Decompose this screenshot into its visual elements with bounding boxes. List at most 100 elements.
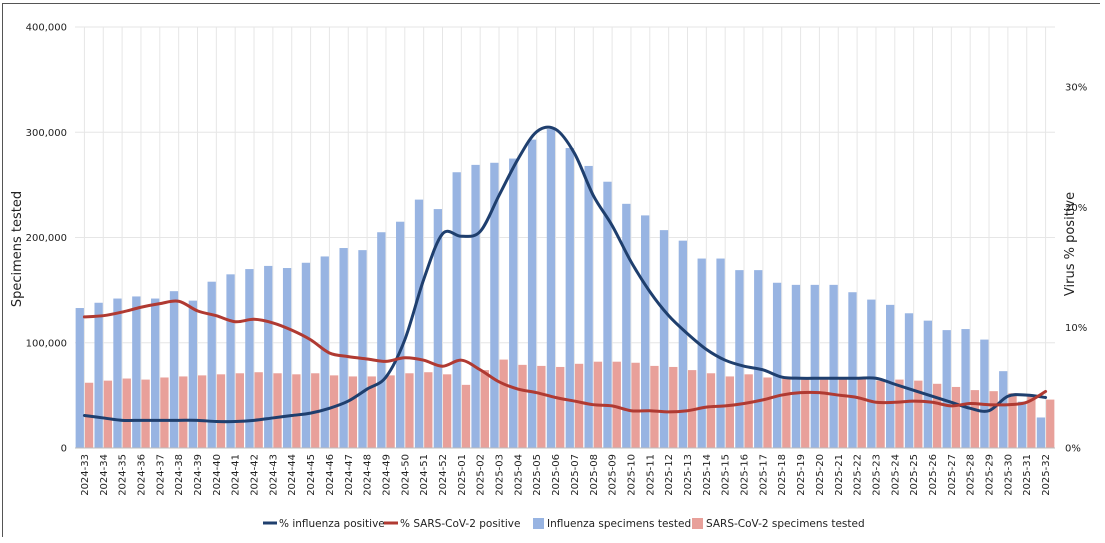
sars-cov-2-specimens-bar bbox=[819, 379, 829, 448]
influenza-specimens-bar bbox=[509, 158, 518, 448]
x-tick-label: 2025-20 bbox=[815, 454, 826, 496]
x-tick-label: 2024-39 bbox=[193, 454, 204, 496]
x-tick-label: 2025-32 bbox=[1041, 454, 1052, 496]
influenza-specimens-bar bbox=[810, 284, 819, 448]
x-tick-label: 2024-35 bbox=[118, 454, 129, 496]
influenza-specimens-bar bbox=[999, 371, 1008, 448]
x-tick-label: 2025-27 bbox=[947, 454, 958, 496]
x-tick-label: 2025-09 bbox=[608, 454, 619, 496]
sars-cov-2-specimens-bar bbox=[933, 383, 942, 448]
influenza-specimens-bar bbox=[452, 172, 461, 448]
sars-cov-2-specimens-bar bbox=[1046, 399, 1055, 448]
influenza-specimens-bar bbox=[414, 199, 424, 448]
influenza-specimens-bar bbox=[772, 282, 782, 448]
influenza-specimens-bar bbox=[301, 262, 311, 448]
influenza-specimens-bar bbox=[697, 258, 706, 448]
right-tick-label: 30% bbox=[1065, 83, 1087, 94]
sars-cov-2-specimens-bar bbox=[669, 366, 678, 448]
x-tick-label: 2025-15 bbox=[721, 454, 732, 496]
influenza-specimens-bar bbox=[848, 292, 857, 448]
x-tick-label: 2025-08 bbox=[589, 454, 600, 496]
x-tick-label: 2025-04 bbox=[513, 454, 524, 496]
sars-cov-2-specimens-bar bbox=[122, 378, 131, 448]
influenza-specimens-bar bbox=[678, 240, 687, 448]
left-tick-label: 200,000 bbox=[26, 233, 67, 244]
x-tick-label: 2025-26 bbox=[928, 454, 939, 496]
sars-cov-2-specimens-bar bbox=[386, 375, 395, 448]
bar-layer bbox=[75, 129, 1055, 448]
sars-cov-2-specimens-bar bbox=[273, 373, 282, 448]
influenza-specimens-bar bbox=[942, 330, 951, 448]
sars-cov-2-specimens-bar bbox=[179, 376, 188, 448]
x-tick-label: 2025-22 bbox=[853, 454, 864, 496]
influenza-specimens-bar bbox=[188, 300, 197, 448]
chart-svg: 0 100,000 200,000 300,000 400,000 0% 10% 20% 30%… bbox=[3, 4, 1101, 538]
line-layer bbox=[82, 125, 1048, 424]
legend-influenza-specimens-swatch bbox=[533, 518, 544, 529]
right-tick-label: 10% bbox=[1065, 323, 1087, 334]
x-tick-label: 2024-40 bbox=[212, 454, 223, 496]
sars-cov-2-specimens-bar bbox=[574, 363, 584, 448]
x-tick-label: 2025-17 bbox=[758, 454, 769, 496]
axis-layer: 0 100,000 200,000 300,000 400,000 0% 10% 20% 30%… bbox=[26, 23, 1088, 496]
x-tick-label: 2024-43 bbox=[268, 454, 279, 496]
influenza-specimens-bar bbox=[904, 313, 914, 448]
influenza-specimens-bar bbox=[735, 270, 744, 448]
x-tick-label: 2025-24 bbox=[890, 454, 901, 496]
sars-cov-2-specimens-bar bbox=[537, 365, 546, 448]
sars-cov-2-specimens-bar bbox=[801, 379, 810, 448]
influenza-specimens-bar bbox=[169, 291, 179, 448]
sars-cov-2-specimens-bar bbox=[292, 374, 301, 448]
sars-cov-2-specimens-bar bbox=[556, 366, 565, 448]
influenza-specimens-bar bbox=[622, 203, 631, 448]
x-tick-label: 2025-01 bbox=[457, 454, 468, 496]
influenza-specimens-bar bbox=[716, 258, 725, 448]
x-tick-label: 2025-21 bbox=[834, 454, 845, 496]
legend-sars-cov-2-positive-label: % SARS-CoV-2 positive bbox=[400, 518, 520, 530]
influenza-specimens-bar bbox=[358, 250, 367, 448]
sars-cov-2-specimens-bar bbox=[424, 372, 433, 448]
x-tick-label: 2025-16 bbox=[740, 454, 751, 496]
x-tick-label: 2024-51 bbox=[419, 454, 430, 496]
sars-cov-2-specimens-bar bbox=[631, 362, 640, 448]
influenza-specimens-bar bbox=[471, 164, 480, 448]
sars-cov-2-specimens-bar bbox=[1008, 393, 1017, 448]
influenza-specimens-bar bbox=[829, 284, 838, 448]
x-tick-label: 2025-05 bbox=[532, 454, 543, 496]
x-tick-label: 2025-11 bbox=[645, 454, 656, 496]
influenza-specimens-bar bbox=[584, 165, 593, 448]
sars-cov-2-specimens-bar bbox=[329, 375, 339, 448]
influenza-specimens-bar bbox=[791, 284, 801, 448]
x-tick-label: 2024-46 bbox=[325, 454, 336, 496]
influenza-specimens-bar bbox=[94, 302, 103, 448]
influenza-specimens-bar bbox=[546, 129, 556, 448]
influenza-specimens-bar bbox=[320, 256, 329, 448]
x-tick-label: 2024-38 bbox=[174, 454, 185, 496]
right-tick-label: 20% bbox=[1065, 203, 1087, 214]
x-tick-label: 2024-37 bbox=[155, 454, 166, 496]
sars-cov-2-specimens-bar bbox=[650, 365, 659, 448]
sars-cov-2-specimens-bar bbox=[348, 376, 358, 448]
grid-layer bbox=[75, 26, 1055, 449]
sars-cov-2-specimens-bar bbox=[744, 374, 753, 448]
influenza-specimens-bar bbox=[603, 181, 612, 448]
x-tick-label: 2025-28 bbox=[966, 454, 977, 496]
x-tick-label: 2025-02 bbox=[476, 454, 487, 496]
sars-cov-2-specimens-bar bbox=[367, 376, 376, 448]
influenza-specimens-bar bbox=[641, 215, 650, 448]
influenza-specimens-bar bbox=[867, 299, 876, 448]
sars-cov-2-positive-line bbox=[82, 299, 1048, 414]
sars-cov-2-specimens-bar bbox=[951, 386, 961, 448]
sars-cov-2-specimens-bar bbox=[499, 359, 508, 448]
sars-cov-2-specimens-bar bbox=[763, 377, 772, 448]
sars-cov-2-specimens-bar bbox=[706, 373, 716, 448]
influenza-specimens-bar bbox=[490, 162, 499, 448]
sars-cov-2-specimens-bar bbox=[198, 375, 207, 448]
x-tick-label: 2024-42 bbox=[250, 454, 261, 496]
influenza-specimens-bar bbox=[961, 329, 970, 448]
x-tick-label: 2025-23 bbox=[871, 454, 882, 496]
influenza-specimens-bar bbox=[886, 304, 895, 448]
sars-cov-2-specimens-bar bbox=[103, 380, 113, 448]
x-tick-label: 2025-18 bbox=[777, 454, 788, 496]
sars-cov-2-specimens-bar bbox=[216, 374, 226, 448]
